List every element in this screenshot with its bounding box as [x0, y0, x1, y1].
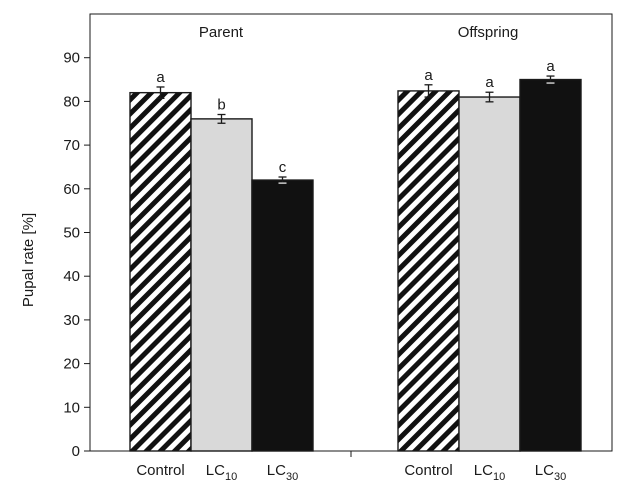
x-category-label-main: LC — [535, 462, 554, 479]
x-category-label-main: Control — [136, 462, 184, 479]
x-category-label-subscript: 30 — [554, 471, 566, 483]
x-category-label-subscript: 30 — [286, 471, 298, 483]
y-tick-label: 40 — [63, 268, 80, 285]
y-tick-label: 70 — [63, 137, 80, 154]
y-tick-label: 80 — [63, 93, 80, 110]
y-tick-label: 50 — [63, 225, 80, 242]
y-tick-label: 90 — [63, 50, 80, 67]
y-tick-label: 30 — [63, 312, 80, 329]
significance-label: c — [279, 159, 287, 176]
bar — [251, 179, 314, 452]
bar — [397, 90, 460, 452]
significance-label: a — [485, 74, 494, 91]
x-category-label-main: LC — [206, 462, 225, 479]
x-category-label: Control — [136, 462, 184, 479]
x-category-label: LC10 — [474, 462, 505, 483]
bar — [129, 91, 192, 452]
group-title: Parent — [199, 24, 244, 41]
x-category-label: Control — [404, 462, 452, 479]
y-tick-label: 10 — [63, 399, 80, 416]
x-category-label-subscript: 10 — [225, 471, 237, 483]
x-category-label-main: LC — [474, 462, 493, 479]
bar — [190, 118, 253, 452]
y-tick-label: 20 — [63, 356, 80, 373]
x-category-label: LC30 — [535, 462, 566, 483]
group-title: Offspring — [458, 24, 519, 41]
x-category-label: LC10 — [206, 462, 237, 483]
x-category-label: LC30 — [267, 462, 298, 483]
bar — [458, 96, 521, 452]
significance-label: a — [546, 58, 555, 75]
significance-label: a — [156, 69, 165, 86]
x-category-label-subscript: 10 — [493, 471, 505, 483]
y-axis-title: Pupal rate [%] — [20, 213, 37, 307]
significance-label: a — [424, 67, 433, 84]
y-tick-label: 60 — [63, 181, 80, 198]
x-category-label-main: Control — [404, 462, 452, 479]
bar — [519, 78, 582, 452]
y-tick-label: 0 — [72, 443, 80, 460]
significance-label: b — [217, 97, 225, 114]
x-category-label-main: LC — [267, 462, 286, 479]
